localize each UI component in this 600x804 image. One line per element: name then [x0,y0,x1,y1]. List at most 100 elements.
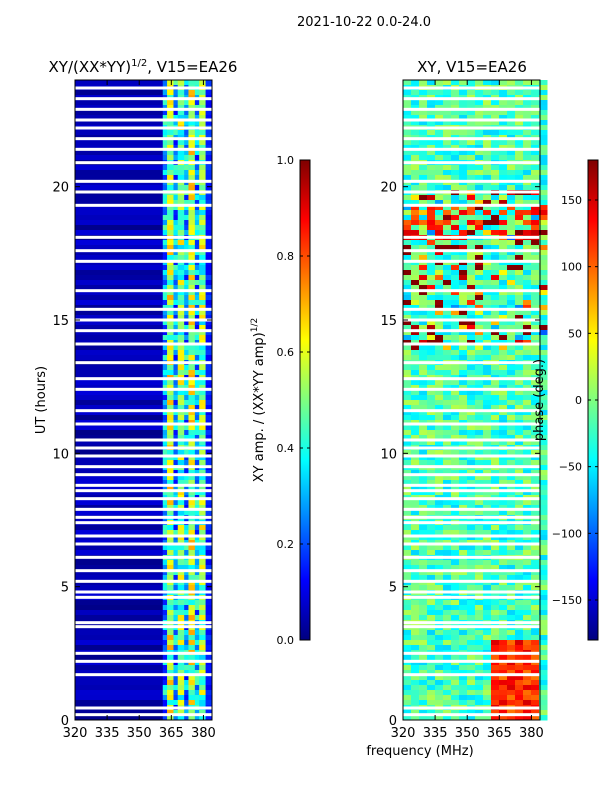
phase-cell [451,455,460,461]
amplitude-cell [184,170,189,176]
phase-cell [435,525,444,531]
amplitude-cell [188,290,196,296]
phase-cell [515,510,524,516]
phase-flagged-row [403,307,540,311]
phase-cell [531,675,540,681]
phase-cell [539,340,548,346]
phase-cell [483,680,492,686]
phase-cell [419,330,428,336]
amplitude-cell [162,310,168,316]
amplitude-cell [205,345,213,351]
amplitude-cell [75,250,164,256]
phase-cell [443,440,452,446]
phase-flagged-row [403,137,540,141]
amplitude-cell [162,715,168,721]
phase-flagged-row [403,203,540,207]
amplitude-cell [184,430,189,436]
phase-cell [515,225,524,231]
phase-cell [507,460,516,466]
amplitude-cell [162,710,168,716]
amplitude-cell [75,665,164,671]
amplitude-cell [75,305,164,311]
amplitude-cell [162,365,168,371]
amplitude-cell [162,440,168,446]
amplitude-cell [173,525,179,531]
amplitude-cell [184,425,189,431]
phase-cell [411,270,420,276]
amplitude-cell [199,300,207,306]
phase-cell [451,140,460,146]
phase-cell [467,440,476,446]
amplitude-cell [177,475,185,481]
phase-cell [411,105,420,111]
amplitude-cell [194,670,200,676]
amplitude-cell [167,680,174,686]
phase-cell [539,515,548,521]
amplitude-cell [167,640,174,646]
phase-cell [411,275,420,281]
amplitude-cell [188,325,196,331]
phase-cell [411,345,420,351]
amplitude-cell [188,470,196,476]
phase-cell [459,155,468,161]
phase-cell [499,415,508,421]
phase-cell [499,400,508,406]
phase-cell [459,310,468,316]
amplitude-cell [188,380,196,386]
phase-cell [483,115,492,121]
phase-flagged-row [403,713,540,717]
phase-cell [459,645,468,651]
phase-cell [499,175,508,181]
phase-cell [435,675,444,681]
phase-cell [443,380,452,386]
amplitude-cell [205,230,213,236]
phase-cell [403,565,412,571]
amplitude-cell [184,280,189,286]
amplitude-cell [162,240,168,246]
phase-cell [499,265,508,271]
amplitude-cell [162,150,168,156]
amplitude-cell [173,605,179,611]
amplitude-cell [205,145,213,151]
phase-cell [403,395,412,401]
amplitude-cell [173,560,179,566]
phase-flagged-row [403,489,540,493]
amplitude-cell [162,585,168,591]
amplitude-cell [173,385,179,391]
amplitude-cell [184,110,189,116]
phase-cell [531,225,540,231]
phase-cell [523,575,532,581]
phase-cell [419,635,428,641]
phase-cell [523,210,532,216]
phase-cell [467,155,476,161]
amplitude-cell [205,255,213,261]
amplitude-cell [184,700,189,706]
phase-cell [539,715,548,721]
amplitude-cell [205,530,213,536]
phase-cell [499,675,508,681]
phase-cell [451,530,460,536]
phase-cell [531,195,540,201]
phase-cell [411,120,420,126]
amplitude-cell [194,485,200,491]
amplitude-cell [162,325,168,331]
amplitude-cell [194,710,200,716]
amplitude-cell [162,245,168,251]
phase-cell [491,400,500,406]
phase-cell [443,345,452,351]
phase-cell [483,155,492,161]
phase-cell [515,675,524,681]
phase-cell [499,80,508,86]
phase-cell [419,200,428,206]
phase-cell [435,345,444,351]
phase-cell [459,655,468,661]
amplitude-cell [167,525,174,531]
phase-cell [483,715,492,721]
amplitude-cell [162,265,168,271]
phase-flagged-row [403,107,540,111]
amplitude-cell [194,240,200,246]
phase-cell [411,510,420,516]
phase-cell [531,635,540,641]
phase-cell [523,205,532,211]
phase-cell [523,170,532,176]
